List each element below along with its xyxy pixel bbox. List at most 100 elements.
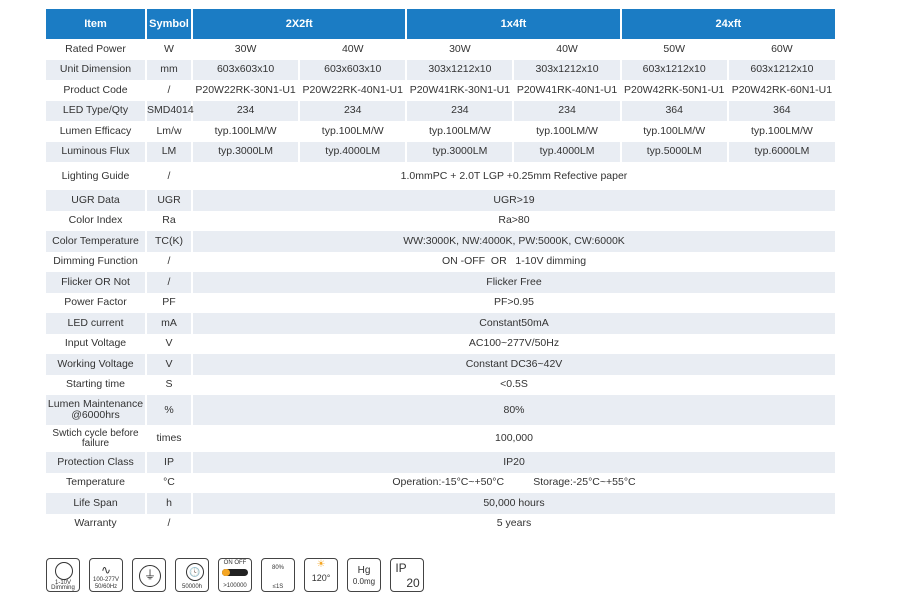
row-value: P20W22RK-30N1-U1	[190, 80, 300, 101]
row-value: 1.0mmPC + 2.0T LGP +0.25mm Refective pap…	[191, 162, 835, 190]
row-value: AC100~277V/50Hz	[191, 333, 835, 354]
row-item: Flicker OR Not	[46, 272, 146, 293]
row-item: Unit Dimension	[46, 59, 146, 80]
table-row: Starting time S <0.5S	[46, 374, 835, 395]
row-value: 603x1212x10	[619, 59, 728, 80]
row-value: 40W	[298, 39, 407, 60]
icon-label: 50/60Hz	[94, 584, 118, 590]
row-value: 303x1212x10	[512, 59, 621, 80]
icon-label: 100-277V	[92, 577, 120, 583]
row-item: Product Code	[63, 83, 128, 96]
row-value: 234	[298, 100, 407, 121]
row-item: Lumen Maintenance @6000hrs	[46, 395, 146, 425]
row-value: P20W42RK-50N1-U1	[619, 80, 728, 101]
row-value: 364	[726, 100, 835, 121]
row-value: 603x1212x10	[726, 59, 835, 80]
row-symbol: V	[145, 333, 192, 354]
ground-icon: ⏚	[132, 558, 166, 592]
row-value: P20W22RK-40N1-U1	[298, 80, 407, 101]
row-symbol: V	[145, 354, 192, 375]
table-row: Rated Power W 30W 40W 30W 40W 50W 60W	[46, 39, 835, 60]
row-value: 364	[619, 100, 728, 121]
row-symbol: Ra	[145, 210, 192, 231]
row-value: typ.6000LM	[726, 141, 835, 162]
row-value: typ.100LM/W	[619, 121, 728, 142]
row-value: 234	[190, 100, 300, 121]
row-value: Operation:-15°C~+50°C Storage:-25°C~+55°…	[191, 472, 835, 493]
row-symbol: /	[145, 80, 192, 101]
row-value: 234	[405, 100, 514, 121]
row-symbol: LM	[145, 141, 192, 162]
startup-icon: 80% ≤1S	[261, 558, 295, 592]
table-row: Temperature °C Operation:-15°C~+50°C Stora…	[46, 472, 835, 493]
row-value: 5 years	[191, 513, 835, 534]
row-value: P20W42RK-60N1-U1	[726, 80, 835, 101]
mercury-icon: Hg 0.0mg	[347, 558, 381, 592]
row-value: 603x603x10	[190, 59, 300, 80]
row-symbol: TC(K)	[145, 231, 192, 252]
row-symbol: Lm/w	[145, 121, 192, 142]
row-symbol: %	[145, 395, 192, 425]
table-row: Dimming Function / ON -OFF OR 1-10V dimmin…	[46, 251, 835, 272]
switch-cycle-icon: ON OFF >100000	[218, 558, 252, 592]
icon-label: 120°	[311, 573, 331, 583]
row-value: typ.100LM/W	[726, 121, 835, 142]
row-symbol: S	[145, 374, 192, 395]
dimming-icon: 1-10V Dimming	[46, 558, 80, 592]
row-value: ON -OFF OR 1-10V dimming	[191, 251, 835, 272]
row-item: Luminous Flux	[46, 141, 146, 162]
table-row: Warranty /5 years	[46, 513, 835, 534]
table-row: Protection Class IP IP20	[46, 452, 835, 473]
row-item: Swtich cycle before failure	[52, 427, 139, 449]
icon-label: 1-10V	[54, 580, 71, 586]
row-value: Flicker Free	[191, 272, 835, 293]
row-item: Warranty	[74, 517, 117, 530]
row-value: PF>0.95	[191, 292, 835, 313]
table-row: Lumen Maintenance @6000hrs% 80%	[46, 395, 835, 425]
row-item: Input Voltage	[64, 337, 127, 350]
header-2x2ft: 2X2ft	[190, 9, 407, 39]
row-value: typ.4000LM	[512, 141, 621, 162]
row-value: Ra>80	[191, 210, 835, 231]
header-symbol: Symbol	[145, 9, 192, 39]
row-value: 30W	[190, 39, 300, 60]
row-item: Color Temperature	[46, 231, 146, 252]
table-row: Swtich cycle before failure times 100,000	[46, 425, 835, 452]
row-value: typ.100LM/W	[190, 121, 300, 142]
icon-label: 80%	[271, 565, 284, 571]
table-row: Product Code / P20W22RK-30N1-U1 P20W22RK-40…	[46, 80, 835, 101]
row-item: Dimming Function	[53, 255, 138, 268]
row-symbol: mm	[145, 59, 192, 80]
row-value: <0.5S	[191, 374, 835, 395]
row-value: UGR>19	[191, 190, 835, 211]
row-symbol: PF	[145, 292, 192, 313]
ip-rating-icon: IP 20	[390, 558, 424, 592]
row-value: typ.3000LM	[405, 141, 514, 162]
row-symbol: mA	[145, 313, 192, 334]
row-symbol: SMD4014	[145, 100, 194, 121]
table-row: Flicker OR Not / Flicker Free	[46, 272, 835, 293]
table-row: Color Index Ra Ra>80	[46, 210, 835, 231]
table-row: LED current mA Constant50mA	[46, 313, 835, 334]
icon-label: 50000h	[181, 584, 203, 590]
icon-label: >100000	[223, 583, 247, 589]
row-value: typ.5000LM	[619, 141, 728, 162]
row-symbol: °C	[145, 472, 192, 493]
row-item: Starting time	[66, 378, 125, 391]
row-symbol: /	[145, 251, 192, 272]
row-symbol: times	[145, 425, 192, 452]
row-symbol: W	[145, 39, 192, 60]
icon-label: ≤1S	[272, 584, 284, 590]
row-value: 60W	[726, 39, 835, 60]
row-value: typ.4000LM	[298, 141, 407, 162]
table-row: Life Span h 50,000 hours	[46, 493, 835, 514]
row-value: typ.100LM/W	[512, 121, 621, 142]
row-value: IP20	[191, 452, 835, 473]
header-item: Item	[46, 9, 146, 39]
icon-label: Hg	[357, 565, 371, 576]
voltage-wave-icon: ∿ 100-277V 50/60Hz	[89, 558, 123, 592]
row-symbol: IP	[145, 452, 192, 473]
row-value: 80%	[191, 395, 835, 425]
row-value: WW:3000K, NW:4000K, PW:5000K, CW:6000K	[191, 231, 835, 252]
certification-icons: 1-10V Dimming ∿ 100-277V 50/60Hz ⏚ 🕓 50000h ON O…	[46, 558, 424, 592]
